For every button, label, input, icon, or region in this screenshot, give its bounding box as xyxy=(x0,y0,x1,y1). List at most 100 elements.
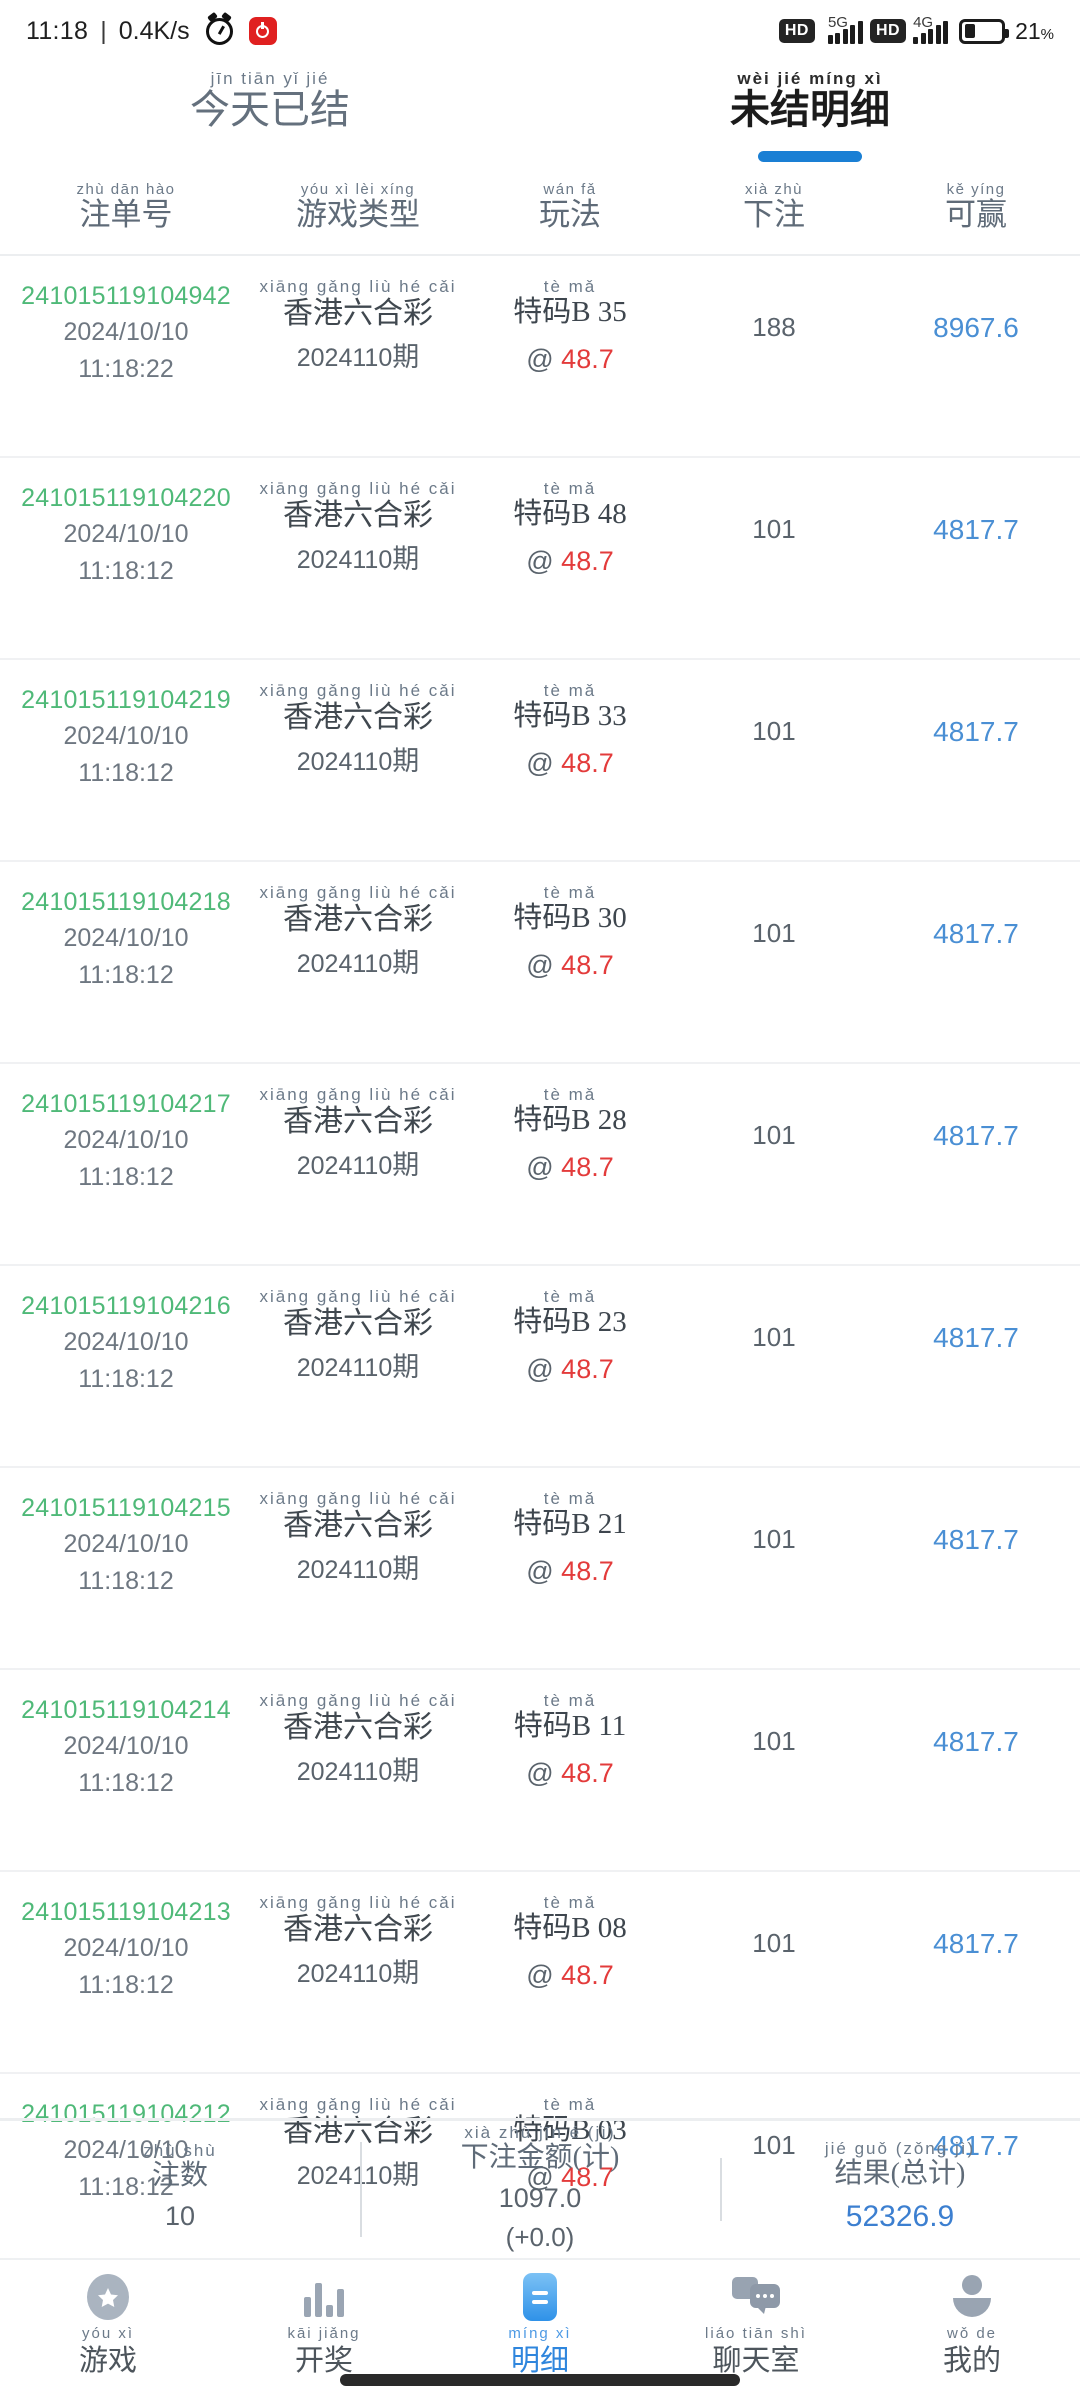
game-name: 香港六合彩 xyxy=(283,1912,433,1946)
win-amount: 4817.7 xyxy=(933,513,1019,545)
cell-bet: 101 xyxy=(676,1086,872,1151)
column-header-bet-label: 下注 xyxy=(743,197,805,232)
gesture-home-bar[interactable] xyxy=(340,2374,740,2386)
order-time: 11:18:12 xyxy=(78,1567,174,1596)
table-row[interactable]: 241015119104219 2024/10/10 11:18:12 xiāng g… xyxy=(0,660,1080,862)
table-row[interactable]: 241015119104220 2024/10/10 11:18:12 xiāng g… xyxy=(0,458,1080,660)
game-issue-suffix: 期 xyxy=(392,2159,420,2190)
cell-order-id: 241015119104216 2024/10/10 11:18:12 xyxy=(0,1288,252,1399)
cell-bet: 101 xyxy=(676,480,872,545)
network-gen-1: 5G xyxy=(827,14,848,31)
nav-item-games[interactable]: yóu xì 游戏 xyxy=(0,2274,216,2376)
odds-value: 48.7 xyxy=(561,1556,614,1587)
nav-item-detail-pinyin: míng xì xyxy=(508,2325,572,2342)
play-name-pinyin: tè mǎ xyxy=(543,2094,597,2114)
game-name: 香港六合彩 xyxy=(283,498,433,532)
cell-bet: 101 xyxy=(676,1288,872,1353)
cell-play: tè mǎ 特码B 11 @ 48.7 xyxy=(464,1692,676,1796)
game-issue-suffix: 期 xyxy=(392,745,420,776)
table-row[interactable]: 241015119104942 2024/10/10 11:18:22 xiāng g… xyxy=(0,256,1080,458)
tab-bar: jīn tiān yǐ jié 今天已结 wèi jié míng xì 未结明… xyxy=(0,62,1080,170)
summary-bet-amount-delta: (+0.0) xyxy=(505,2221,575,2252)
order-date: 2024/10/10 xyxy=(63,1529,189,1558)
bet-amount: 101 xyxy=(752,1725,796,1756)
win-amount: 4817.7 xyxy=(933,2129,1019,2161)
play-odds: @ 48.7 xyxy=(526,748,614,779)
play-odds: @ 48.7 xyxy=(526,1354,614,1385)
play-odds: @ 48.7 xyxy=(526,344,614,375)
odds-value: 48.7 xyxy=(561,1152,614,1183)
win-amount: 4817.7 xyxy=(933,1523,1019,1555)
bet-amount: 101 xyxy=(752,2129,796,2160)
tab-settled-today-label: 今天已结 xyxy=(190,87,350,132)
play-name: 特码B 08 xyxy=(513,1911,627,1944)
table-row[interactable]: 241015119104216 2024/10/10 11:18:12 xiāng g… xyxy=(0,1266,1080,1468)
play-odds: @ 48.7 xyxy=(526,1556,614,1587)
nav-item-chatroom[interactable]: liáo tiān shì 聊天室 xyxy=(648,2274,864,2376)
status-time: 11:18 xyxy=(26,16,89,45)
order-date: 2024/10/10 xyxy=(63,923,189,952)
status-bar-left: 11:18 | 0.4K/s xyxy=(26,17,277,46)
table-row[interactable]: 241015119104218 2024/10/10 11:18:12 xiāng g… xyxy=(0,862,1080,1064)
bet-amount: 101 xyxy=(752,1523,796,1554)
cell-bet: 101 xyxy=(676,682,872,747)
win-amount: 4817.7 xyxy=(933,1119,1019,1151)
screen-record-icon xyxy=(248,17,277,45)
game-name-pinyin: xiāng gǎng liù hé cǎi xyxy=(259,276,457,296)
play-odds: @ 48.7 xyxy=(526,1152,614,1183)
tab-unsettled-detail-pinyin: wèi jié míng xì xyxy=(737,69,883,88)
nav-item-profile[interactable]: wǒ de 我的 xyxy=(864,2274,1080,2376)
bet-amount: 101 xyxy=(752,715,796,746)
table-row[interactable]: 241015119104217 2024/10/10 11:18:12 xiāng g… xyxy=(0,1064,1080,1266)
win-amount: 4817.7 xyxy=(933,1927,1019,1959)
nav-item-draw-label: 开奖 xyxy=(294,2345,353,2377)
bar-chart-icon xyxy=(304,2274,344,2320)
order-time: 11:18:12 xyxy=(78,2173,174,2202)
column-header-order-id-label: 注单号 xyxy=(79,197,173,232)
game-name-pinyin: xiāng gǎng liù hé cǎi xyxy=(259,2094,457,2114)
summary-bet-count: zhù shù 注数 10 xyxy=(0,2142,360,2237)
active-tab-indicator xyxy=(758,151,862,162)
table-row[interactable]: 241015119104215 2024/10/10 11:18:12 xiāng g… xyxy=(0,1468,1080,1670)
order-time: 11:18:12 xyxy=(78,557,174,586)
summary-bet-count-label: 注数 xyxy=(151,2160,208,2192)
table-row[interactable]: 241015119104213 2024/10/10 11:18:12 xiāng g… xyxy=(0,1872,1080,2074)
cell-play: tè mǎ 特码B 28 @ 48.7 xyxy=(464,1086,676,1190)
tab-unsettled-detail[interactable]: wèi jié míng xì 未结明细 xyxy=(540,70,1080,170)
cell-bet: 101 xyxy=(676,884,872,949)
play-name-pinyin: tè mǎ xyxy=(543,1690,597,1710)
nav-item-chatroom-label: 聊天室 xyxy=(712,2345,800,2377)
cell-order-id: 241015119104214 2024/10/10 11:18:12 xyxy=(0,1692,252,1803)
cell-win: 4817.7 xyxy=(872,1288,1080,1354)
status-bar-right: HD 5G HD 4G 21% xyxy=(778,14,1054,45)
nav-item-chatroom-pinyin: liáo tiān shì xyxy=(705,2325,807,2342)
cell-game-type: xiāng gǎng liù hé cǎi 香港六合彩 2024110期 xyxy=(252,278,464,379)
table-row[interactable]: 241015119104214 2024/10/10 11:18:12 xiāng g… xyxy=(0,1670,1080,1872)
table-header: zhù dān hào 注单号 yóu xì lèi xíng 游戏类型 wán… xyxy=(0,170,1080,256)
tab-settled-today-pinyin: jīn tiān yǐ jié xyxy=(210,69,330,88)
cell-game-type: xiāng gǎng liù hé cǎi 香港六合彩 2024110期 xyxy=(252,1490,464,1591)
game-name: 香港六合彩 xyxy=(283,902,433,936)
play-name-pinyin: tè mǎ xyxy=(543,1892,597,1912)
nav-item-detail-label: 明细 xyxy=(510,2345,569,2377)
tab-unsettled-detail-label: 未结明细 xyxy=(730,87,890,132)
cell-play: tè mǎ 特码B 08 @ 48.7 xyxy=(464,1894,676,1998)
game-star-icon xyxy=(87,2274,129,2320)
game-issue: 2024110期 xyxy=(296,1957,420,1988)
column-header-win-label: 可赢 xyxy=(945,197,1007,232)
odds-value: 48.7 xyxy=(561,748,614,779)
order-time: 11:18:22 xyxy=(78,355,174,384)
nav-item-draw[interactable]: kāi jiǎng 开奖 xyxy=(216,2274,432,2376)
bet-amount: 101 xyxy=(752,1927,796,1958)
play-name: 特码B 21 xyxy=(513,1507,627,1540)
nav-item-detail[interactable]: míng xì 明细 xyxy=(432,2273,648,2377)
play-odds: @ 48.7 xyxy=(526,2162,614,2193)
column-header-win: kě yíng 可赢 xyxy=(872,182,1080,232)
game-name: 香港六合彩 xyxy=(283,1710,433,1744)
odds-value: 48.7 xyxy=(561,546,614,577)
odds-value: 48.7 xyxy=(561,1354,614,1385)
column-header-game-type-label: 游戏类型 xyxy=(296,197,420,232)
tab-settled-today[interactable]: jīn tiān yǐ jié 今天已结 xyxy=(0,70,540,170)
cell-win: 4817.7 xyxy=(872,1692,1080,1758)
play-name-pinyin: tè mǎ xyxy=(543,478,597,498)
